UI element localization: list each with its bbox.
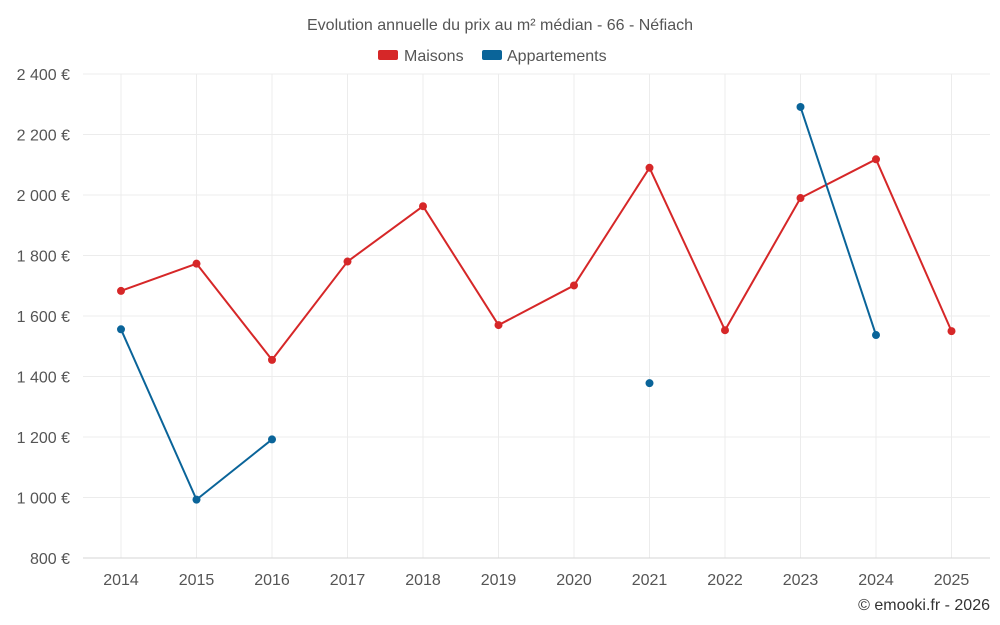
x-tick-label: 2023 <box>783 572 819 589</box>
chart-title: Evolution annuelle du prix au m² médian … <box>307 17 693 34</box>
axes: 800 € 1 000 € 1 200 € 1 400 € 1 600 € 1 800 €… <box>17 67 990 589</box>
legend-item-appartements[interactable]: Appartements <box>482 48 607 65</box>
x-tick-label: 2022 <box>707 572 743 589</box>
x-tick-label: 2018 <box>405 572 441 589</box>
legend: Maisons Appartements <box>378 48 607 65</box>
legend-item-maisons[interactable]: Maisons <box>378 48 464 65</box>
y-tick-label: 1 000 € <box>17 491 70 508</box>
series-layer <box>117 102 956 504</box>
data-point-maisons-2018[interactable] <box>419 202 427 211</box>
y-tick-label: 1 800 € <box>17 249 70 266</box>
x-tick-label: 2021 <box>632 572 668 589</box>
data-point-maisons-2022[interactable] <box>721 326 729 335</box>
data-point-appartements-2023[interactable] <box>796 102 805 111</box>
data-point-maisons-2020[interactable] <box>570 281 578 290</box>
data-point-appartements-2016[interactable] <box>268 435 276 444</box>
y-tick-label: 1 600 € <box>17 309 70 326</box>
y-tick-label: 1 400 € <box>17 370 70 387</box>
series-line-maisons <box>120 158 953 361</box>
x-tick-label: 2024 <box>858 572 894 589</box>
x-tick-label: 2025 <box>934 572 970 589</box>
data-point-maisons-2023[interactable] <box>796 194 805 203</box>
data-point-maisons-2019[interactable] <box>494 321 503 330</box>
series-appartements <box>117 102 880 504</box>
x-tick-label: 2015 <box>179 572 215 589</box>
series-line-appartements <box>799 105 877 337</box>
legend-swatch-appartements <box>482 50 502 60</box>
data-point-appartements-2024[interactable] <box>872 331 880 340</box>
data-point-maisons-2024[interactable] <box>872 155 880 164</box>
data-point-maisons-2021[interactable] <box>645 163 654 172</box>
y-tick-label: 2 000 € <box>17 188 70 205</box>
data-point-appartements-2015[interactable] <box>192 495 201 504</box>
y-tick-label: 800 € <box>30 551 70 568</box>
data-point-appartements-2014[interactable] <box>117 325 125 334</box>
data-point-maisons-2025[interactable] <box>947 327 956 336</box>
x-tick-label: 2014 <box>103 572 139 589</box>
series-maisons <box>117 155 956 364</box>
credit-text: © emooki.fr - 2026 <box>858 597 990 614</box>
legend-label-maisons: Maisons <box>404 48 464 65</box>
data-point-maisons-2016[interactable] <box>268 355 276 364</box>
y-tick-label: 1 200 € <box>17 430 70 447</box>
data-point-maisons-2017[interactable] <box>343 257 352 266</box>
x-tick-label: 2020 <box>556 572 592 589</box>
x-tick-label: 2016 <box>254 572 290 589</box>
x-tick-label: 2019 <box>481 572 517 589</box>
grid <box>83 73 990 558</box>
data-point-maisons-2014[interactable] <box>117 286 125 295</box>
y-tick-label: 2 200 € <box>17 128 70 145</box>
data-point-maisons-2015[interactable] <box>192 259 201 268</box>
x-tick-label: 2017 <box>330 572 366 589</box>
legend-swatch-maisons <box>378 50 398 60</box>
y-tick-label: 2 400 € <box>17 67 70 84</box>
legend-label-appartements: Appartements <box>507 48 607 65</box>
data-point-appartements-2021[interactable] <box>645 379 654 388</box>
